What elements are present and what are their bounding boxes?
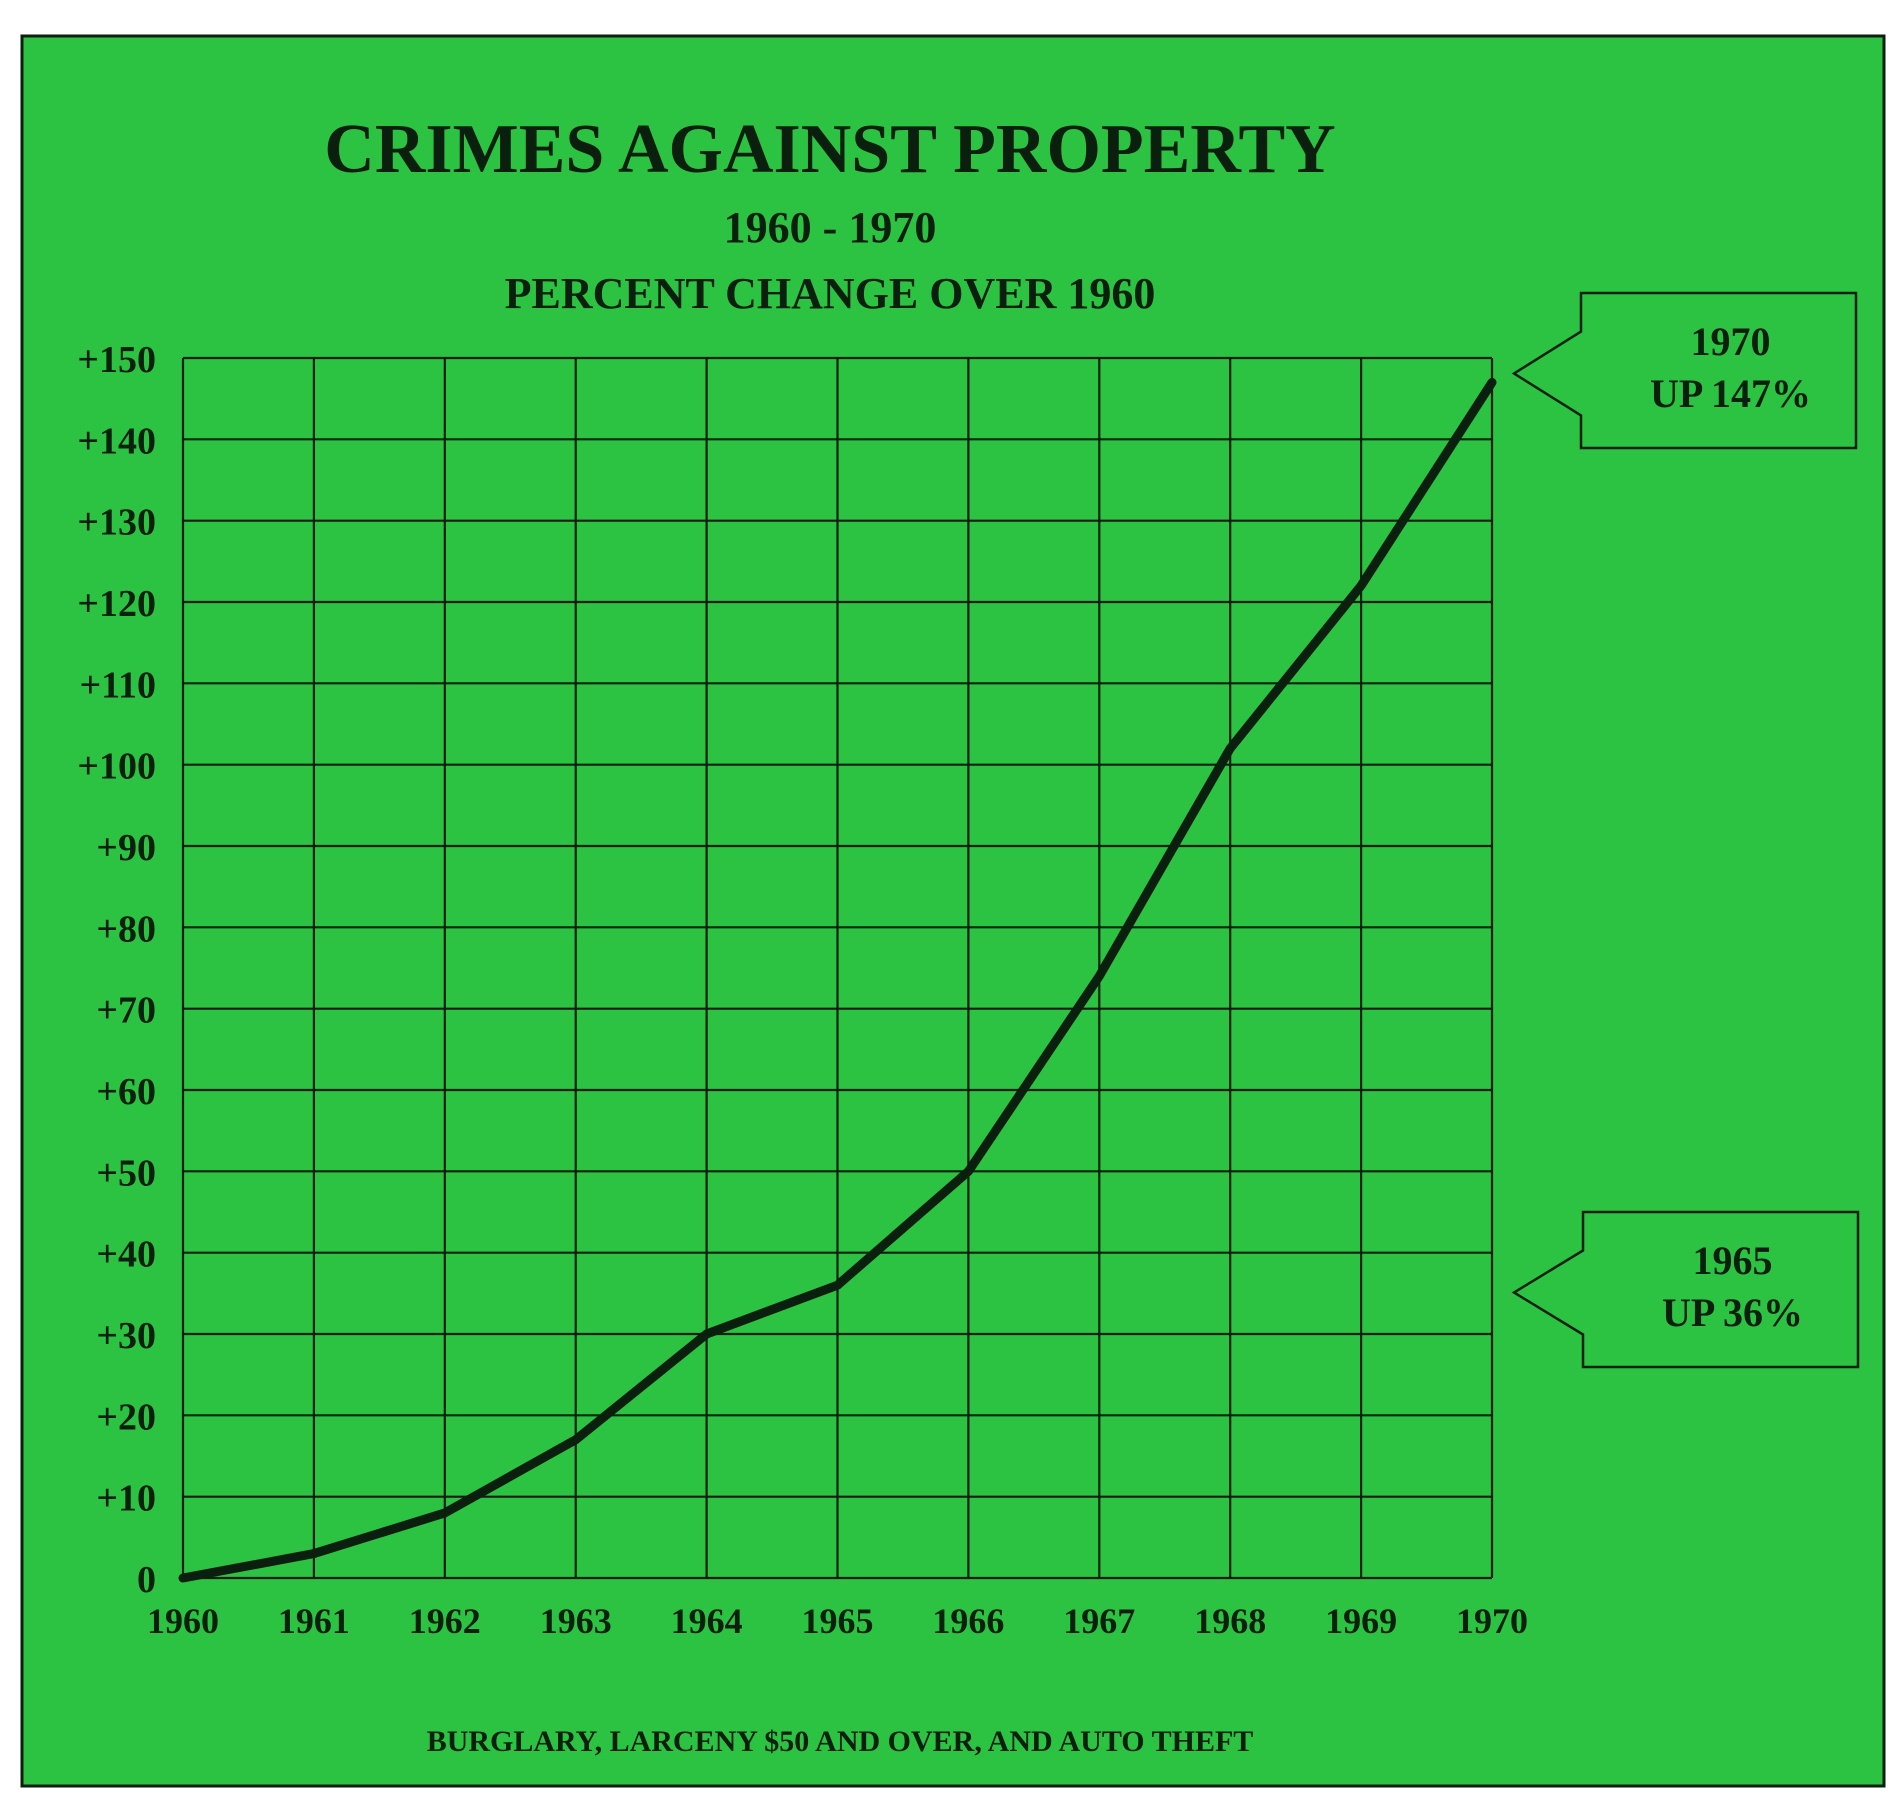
callout-box — [1511, 1210, 1860, 1369]
y-tick-label: +130 — [77, 502, 156, 544]
x-tick-label: 1962 — [409, 1601, 481, 1641]
y-tick-label: +20 — [96, 1396, 156, 1438]
chart-panel — [20, 34, 1886, 1788]
y-tick-label: +110 — [79, 664, 156, 706]
x-tick-label: 1969 — [1325, 1601, 1397, 1641]
callout-label: 1970 — [1691, 319, 1771, 364]
callout-label: UP 147% — [1650, 371, 1811, 416]
series-line — [178, 377, 1497, 1583]
x-tick-label: 1960 — [147, 1601, 219, 1641]
x-tick-label: 1963 — [540, 1601, 612, 1641]
annotation-layer: 1970 UP 147% 1965 UP 36% — [1511, 291, 1860, 1369]
x-tick-label: 1968 — [1194, 1601, 1266, 1641]
series-layer — [178, 377, 1497, 1583]
y-tick-label: +150 — [77, 339, 156, 381]
y-tick-label: +60 — [96, 1071, 156, 1113]
y-tick-label: +100 — [77, 746, 156, 788]
chart-subtitle-2: PERCENT CHANGE OVER 1960 — [505, 269, 1156, 318]
y-tick-label: +30 — [96, 1315, 156, 1357]
y-tick-label: 0 — [137, 1559, 156, 1601]
y-axis-ticks: 0 +10 +20 +30 +40 +50 +60 +70 +80 +90 +100 +110 +120… — [77, 339, 156, 1601]
x-tick-label: 1965 — [802, 1601, 874, 1641]
grid-lines — [181, 356, 1494, 1580]
y-tick-label: +140 — [77, 420, 156, 462]
y-tick-label: +80 — [96, 908, 156, 950]
x-tick-label: 1964 — [671, 1601, 743, 1641]
callout-box — [1511, 291, 1858, 450]
y-tick-label: +10 — [96, 1478, 156, 1520]
chart-title: CRIMES AGAINST PROPERTY — [324, 111, 1335, 188]
callout-label: 1965 — [1693, 1238, 1773, 1283]
y-tick-label: +50 — [96, 1152, 156, 1194]
y-tick-label: +40 — [96, 1234, 156, 1276]
y-tick-label: +70 — [96, 990, 156, 1032]
x-axis-ticks: 1960 1961 1962 1963 1964 1965 1966 1967 1968 1969… — [147, 1601, 1528, 1641]
chart-footer: BURGLARY, LARCENY $50 AND OVER, AND AUTO… — [427, 1725, 1254, 1758]
x-tick-label: 1966 — [932, 1601, 1004, 1641]
x-tick-label: 1967 — [1063, 1601, 1135, 1641]
callout-label: UP 36% — [1662, 1290, 1803, 1335]
y-tick-label: +90 — [96, 827, 156, 869]
chart-subtitle: 1960 - 1970 — [724, 203, 937, 252]
x-tick-label: 1970 — [1456, 1601, 1528, 1641]
x-tick-label: 1961 — [278, 1601, 350, 1641]
y-tick-label: +120 — [77, 583, 156, 625]
